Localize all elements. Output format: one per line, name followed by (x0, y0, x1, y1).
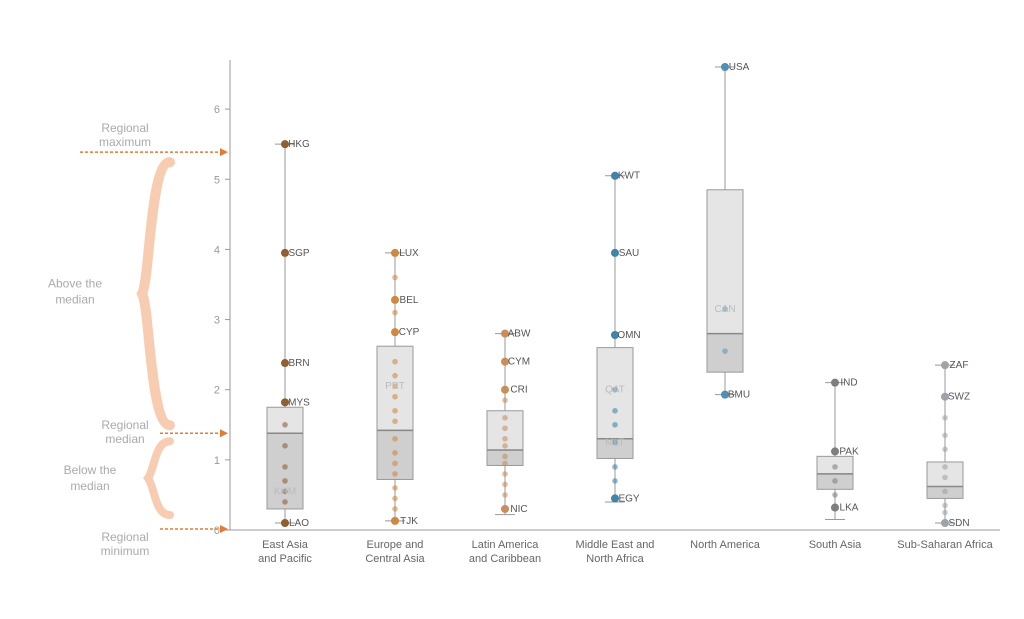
boxplot-svg: 0123456RegionalmaximumAbove themedianReg… (0, 0, 1024, 614)
svg-text:1: 1 (214, 455, 220, 467)
svg-text:CYM: CYM (508, 357, 530, 368)
svg-text:median: median (105, 432, 144, 446)
chart-container: 0123456RegionalmaximumAbove themedianReg… (0, 0, 1024, 614)
svg-text:LAO: LAO (289, 518, 309, 529)
svg-text:NIC: NIC (510, 504, 527, 515)
svg-text:minimum: minimum (101, 544, 150, 558)
svg-text:Middle East and: Middle East and (576, 539, 655, 551)
svg-text:MLT: MLT (605, 437, 624, 448)
svg-text:median: median (55, 293, 94, 307)
svg-text:CYP: CYP (399, 327, 420, 338)
svg-text:OMN: OMN (617, 330, 640, 341)
svg-text:Regional: Regional (101, 418, 148, 432)
svg-text:Europe and: Europe and (367, 539, 424, 551)
svg-text:KWT: KWT (618, 171, 640, 182)
svg-text:5: 5 (214, 174, 220, 186)
svg-text:Regional: Regional (101, 530, 148, 544)
svg-text:Latin America: Latin America (472, 539, 540, 551)
svg-text:LKA: LKA (840, 503, 859, 514)
svg-text:0: 0 (214, 525, 220, 537)
svg-text:SAU: SAU (619, 248, 640, 259)
svg-text:and Caribbean: and Caribbean (469, 553, 541, 565)
svg-text:median: median (70, 479, 109, 493)
svg-text:4: 4 (214, 244, 220, 256)
svg-text:BEL: BEL (400, 295, 419, 306)
svg-text:LUX: LUX (399, 248, 419, 259)
svg-text:SDN: SDN (948, 518, 969, 529)
svg-text:BRN: BRN (288, 358, 309, 369)
svg-text:Below the: Below the (64, 463, 117, 477)
svg-text:TJK: TJK (400, 516, 418, 527)
svg-text:SGP: SGP (288, 248, 309, 259)
svg-text:MYS: MYS (288, 397, 310, 408)
svg-text:North Africa: North Africa (586, 553, 644, 565)
svg-text:2: 2 (214, 385, 220, 397)
svg-text:Central Asia: Central Asia (365, 553, 425, 565)
svg-text:BMU: BMU (728, 390, 750, 401)
svg-text:QAT: QAT (605, 385, 625, 396)
svg-text:North America: North America (690, 539, 761, 551)
svg-text:3: 3 (214, 315, 220, 327)
svg-text:HKG: HKG (288, 139, 310, 150)
svg-text:East Asia: East Asia (262, 539, 309, 551)
svg-text:USA: USA (729, 62, 750, 73)
svg-text:and Pacific: and Pacific (258, 553, 312, 565)
svg-text:PAK: PAK (839, 446, 859, 457)
svg-text:6: 6 (214, 104, 220, 116)
svg-text:CAN: CAN (714, 304, 735, 315)
svg-text:maximum: maximum (99, 135, 151, 149)
svg-text:SWZ: SWZ (948, 392, 970, 403)
svg-text:KHM: KHM (274, 486, 296, 497)
svg-text:Sub-Saharan Africa: Sub-Saharan Africa (897, 539, 993, 551)
svg-text:IND: IND (840, 378, 857, 389)
svg-text:Regional: Regional (101, 121, 148, 135)
svg-text:Above the: Above the (48, 277, 102, 291)
svg-text:South Asia: South Asia (809, 539, 862, 551)
svg-text:ZAF: ZAF (950, 360, 969, 371)
svg-text:EGY: EGY (618, 493, 639, 504)
svg-text:PRT: PRT (385, 381, 405, 392)
svg-text:ABW: ABW (508, 329, 531, 340)
svg-text:CRI: CRI (510, 385, 527, 396)
